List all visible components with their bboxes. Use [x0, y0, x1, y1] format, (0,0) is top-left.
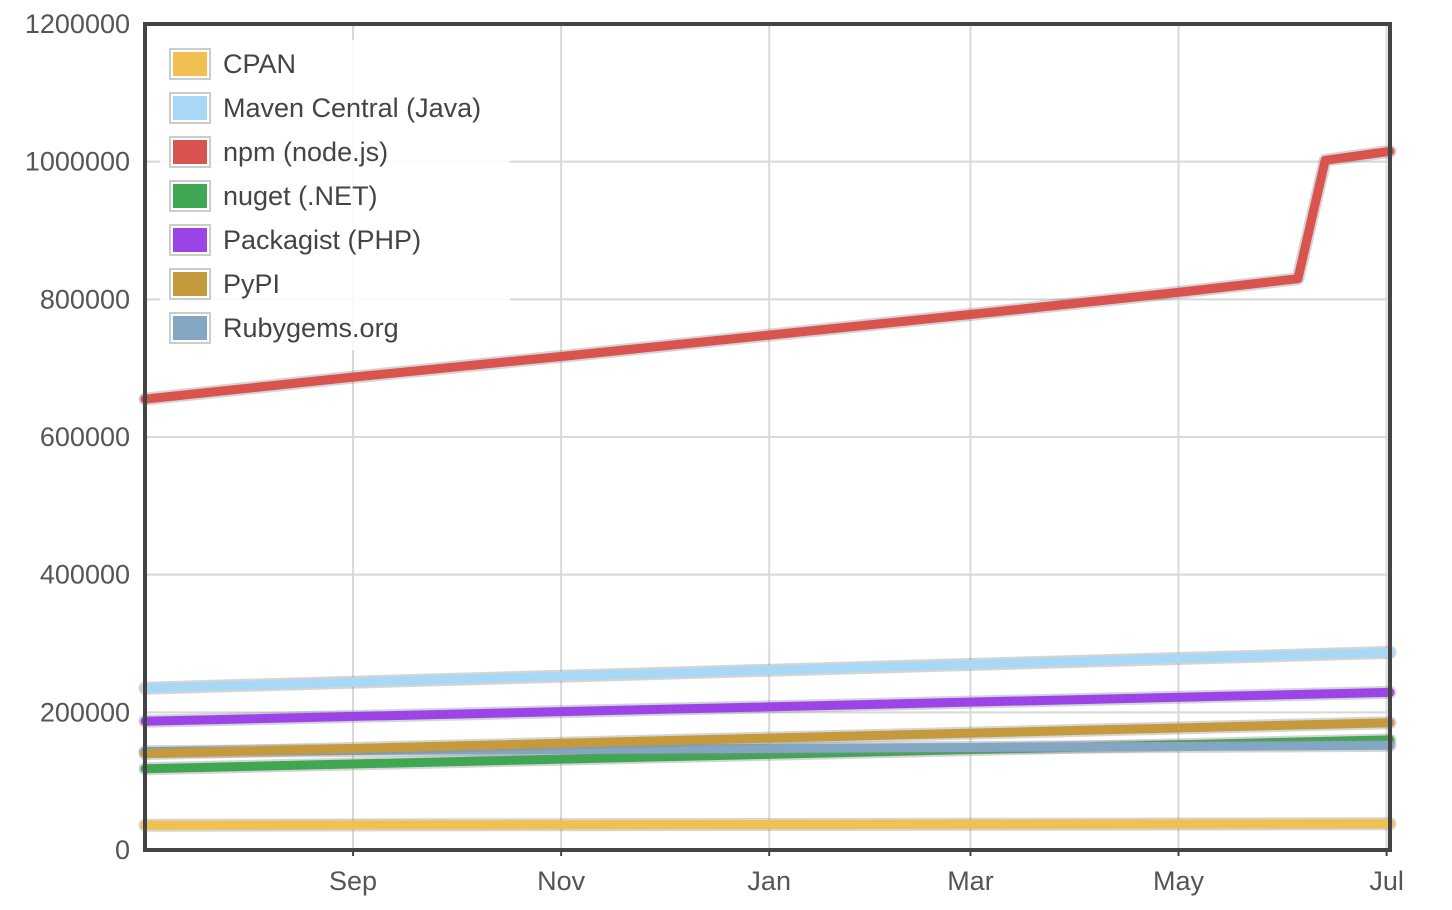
x-tick-label: May [1153, 866, 1205, 896]
legend-label: npm (node.js) [223, 137, 388, 167]
legend-background [160, 40, 510, 350]
x-tick-label: Mar [947, 866, 994, 896]
legend-swatch [173, 228, 207, 252]
x-tick-label: Jul [1369, 866, 1404, 896]
series-line [140, 146, 1395, 404]
legend-swatch [173, 52, 207, 76]
series-line [140, 687, 1395, 726]
plot-frame [143, 22, 1392, 852]
series-line [140, 819, 1395, 830]
x-tick-label: Jan [747, 866, 791, 896]
legend: CPAN Maven Central (Java) npm (node.js) nug… [160, 40, 510, 350]
x-tick-label: Nov [537, 866, 586, 896]
x-tick-label: Sep [329, 866, 377, 896]
legend-swatch [173, 96, 207, 120]
y-tick-label: 400000 [40, 560, 130, 590]
legend-swatch [173, 184, 207, 208]
y-tick-label: 600000 [40, 422, 130, 452]
y-tick-label: 200000 [40, 697, 130, 727]
series-line [140, 718, 1395, 759]
legend-label: Packagist (PHP) [223, 225, 421, 255]
legend-label: nuget (.NET) [223, 181, 378, 211]
series-line [140, 647, 1395, 693]
legend-label: Maven Central (Java) [223, 93, 481, 123]
y-tick-label: 800000 [40, 284, 130, 314]
legend-label: CPAN [223, 49, 296, 79]
y-tick-label: 1200000 [25, 9, 130, 39]
y-axis: 0 200000 400000 600000 800000 1000000 1200000 [25, 9, 130, 865]
series-lines [138, 144, 1397, 832]
legend-label: PyPI [223, 269, 280, 299]
y-tick-label: 0 [115, 835, 130, 865]
x-axis: Sep Nov Jan Mar May Jul [329, 850, 1404, 896]
legend-swatch [173, 140, 207, 164]
legend-swatch [173, 272, 207, 296]
legend-swatch [173, 316, 207, 340]
y-tick-label: 1000000 [25, 147, 130, 177]
legend-label: Rubygems.org [223, 313, 399, 343]
